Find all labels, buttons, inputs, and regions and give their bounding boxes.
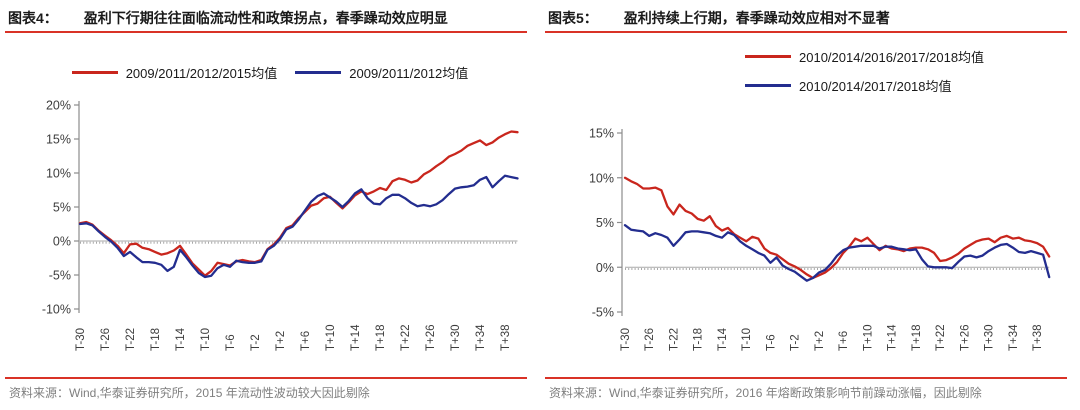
figure-5-legend: 2010/2014/2016/2017/2018均值 2010/2014/201… bbox=[745, 47, 984, 95]
y-tick-label: -5% bbox=[49, 269, 71, 283]
x-tick-label: T-10 bbox=[200, 328, 212, 351]
x-tick-label: T-18 bbox=[150, 328, 162, 351]
series-line-blue bbox=[623, 224, 1051, 282]
y-tick-label: 10% bbox=[46, 167, 71, 181]
x-tick-label: T+10 bbox=[325, 324, 337, 351]
x-tick-label: T+6 bbox=[300, 331, 312, 351]
legend-label-red: 2009/2011/2012/2015均值 bbox=[125, 66, 278, 81]
x-tick-label: T+14 bbox=[887, 324, 899, 351]
legend-label-blue: 2010/2014/2017/2018均值 bbox=[799, 79, 952, 94]
panel-figure-5: 图表5： 盈利持续上行期，春季躁动效应相对不显著 2010/2014/2016/2… bbox=[540, 0, 1080, 410]
figure-4-legend: 2009/2011/2012/2015均值 2009/2011/2012均值 bbox=[0, 63, 540, 82]
x-tick-label: T+22 bbox=[400, 324, 412, 351]
x-tick-label: T-30 bbox=[75, 328, 87, 351]
x-tick-label: T+6 bbox=[838, 331, 850, 351]
x-tick-label: T+30 bbox=[984, 324, 996, 351]
x-tick-label: T-14 bbox=[717, 327, 729, 351]
blue-line-swatch-icon bbox=[295, 71, 342, 74]
figure-4-footer-rule bbox=[5, 377, 527, 379]
legend-item-blue: 2010/2014/2017/2018均值 bbox=[745, 76, 984, 95]
x-tick-label: T-2 bbox=[250, 334, 262, 351]
y-tick-label: 0% bbox=[596, 261, 614, 275]
x-tick-label: T+22 bbox=[935, 324, 947, 351]
y-tick-label: 15% bbox=[46, 133, 71, 147]
x-tick-label: T+26 bbox=[959, 324, 971, 351]
series-line-red bbox=[78, 130, 519, 277]
legend-item-blue: 2009/2011/2012均值 bbox=[295, 63, 468, 82]
series-line-red bbox=[623, 176, 1051, 280]
y-tick-label: 0% bbox=[53, 235, 71, 249]
x-tick-label: T+2 bbox=[275, 331, 287, 351]
x-tick-label: T-26 bbox=[100, 328, 112, 351]
x-tick-label: T-18 bbox=[693, 328, 705, 351]
y-tick-label: 5% bbox=[596, 216, 614, 230]
x-tick-label: T+10 bbox=[862, 324, 874, 351]
figure-5-footer-rule bbox=[545, 377, 1067, 379]
line-chart-figure-5: 15% 10% 5% 0% -5% T-30 T-26 T-22 T-18 T-14 T-10 T-6… bbox=[589, 127, 1051, 351]
legend-label-red: 2010/2014/2016/2017/2018均值 bbox=[799, 50, 985, 65]
x-tick-label: T+18 bbox=[375, 324, 387, 351]
x-tick-label: T+30 bbox=[450, 324, 462, 351]
figure-5-header-rule bbox=[545, 31, 1067, 33]
x-tick-label: T+18 bbox=[911, 324, 923, 351]
panel-figure-4: 图表4： 盈利下行期往往面临流动性和政策拐点，春季躁动效应明显 2009/2011… bbox=[0, 8, 540, 400]
x-tick-label: T-30 bbox=[620, 328, 632, 351]
x-tick-label: T+14 bbox=[350, 324, 362, 351]
y-tick-label: 15% bbox=[589, 127, 614, 141]
x-tick-label: T-2 bbox=[790, 334, 802, 351]
figure-5-title: 盈利持续上行期，春季躁动效应相对不显著 bbox=[623, 10, 890, 26]
line-chart-figure-4: 20% 15% 10% 5% 0% -5% -10% T-30 T-26 T-22 T-18 T-14… bbox=[42, 99, 519, 351]
x-tick-label: T+34 bbox=[1008, 324, 1020, 351]
x-tick-label: T-6 bbox=[225, 334, 237, 351]
legend-item-red: 2010/2014/2016/2017/2018均值 bbox=[745, 47, 984, 66]
figure-4-label: 图表4： bbox=[8, 10, 58, 26]
figure-4-header: 图表4： 盈利下行期往往面临流动性和政策拐点，春季躁动效应明显 bbox=[8, 8, 526, 29]
legend-item-red: 2009/2011/2012/2015均值 bbox=[71, 63, 278, 82]
x-tick-label: T+26 bbox=[425, 324, 437, 351]
x-tick-label: T-22 bbox=[668, 328, 680, 351]
x-tick-label: T+34 bbox=[475, 324, 487, 351]
figure-4-header-rule bbox=[5, 31, 527, 33]
x-tick-label: T-6 bbox=[765, 334, 777, 351]
x-tick-label: T-14 bbox=[175, 327, 187, 351]
figure-5-label: 图表5： bbox=[548, 10, 598, 26]
y-tick-label: -5% bbox=[592, 306, 614, 320]
figure-5-header: 图表5： 盈利持续上行期，春季躁动效应相对不显著 bbox=[548, 8, 1066, 29]
y-tick-label: 20% bbox=[46, 99, 71, 113]
y-tick-label: 5% bbox=[53, 201, 71, 215]
x-tick-label: T+38 bbox=[500, 324, 512, 351]
figure-4-title: 盈利下行期往往面临流动性和政策拐点，春季躁动效应明显 bbox=[83, 10, 448, 26]
figure-5-source-note: 资料来源：Wind,华泰证券研究所，2016 年熔断政策影响节前躁动涨幅，因此剔… bbox=[549, 386, 982, 400]
blue-line-swatch-icon bbox=[745, 84, 791, 87]
x-tick-label: T-22 bbox=[125, 328, 137, 351]
x-tick-label: T+38 bbox=[1032, 324, 1044, 351]
x-tick-label: T-26 bbox=[644, 328, 656, 351]
figure-4-source-note: 资料来源：Wind,华泰证券研究所，2015 年流动性波动较大因此剔除 bbox=[9, 386, 370, 400]
series-line-blue bbox=[78, 174, 519, 279]
y-tick-label: -10% bbox=[42, 303, 71, 317]
x-tick-label: T+2 bbox=[814, 331, 826, 351]
red-line-swatch-icon bbox=[71, 71, 118, 74]
x-tick-label: T-10 bbox=[741, 328, 753, 351]
legend-label-blue: 2009/2011/2012均值 bbox=[349, 66, 469, 81]
y-tick-label: 10% bbox=[589, 171, 614, 185]
red-line-swatch-icon bbox=[745, 55, 791, 58]
